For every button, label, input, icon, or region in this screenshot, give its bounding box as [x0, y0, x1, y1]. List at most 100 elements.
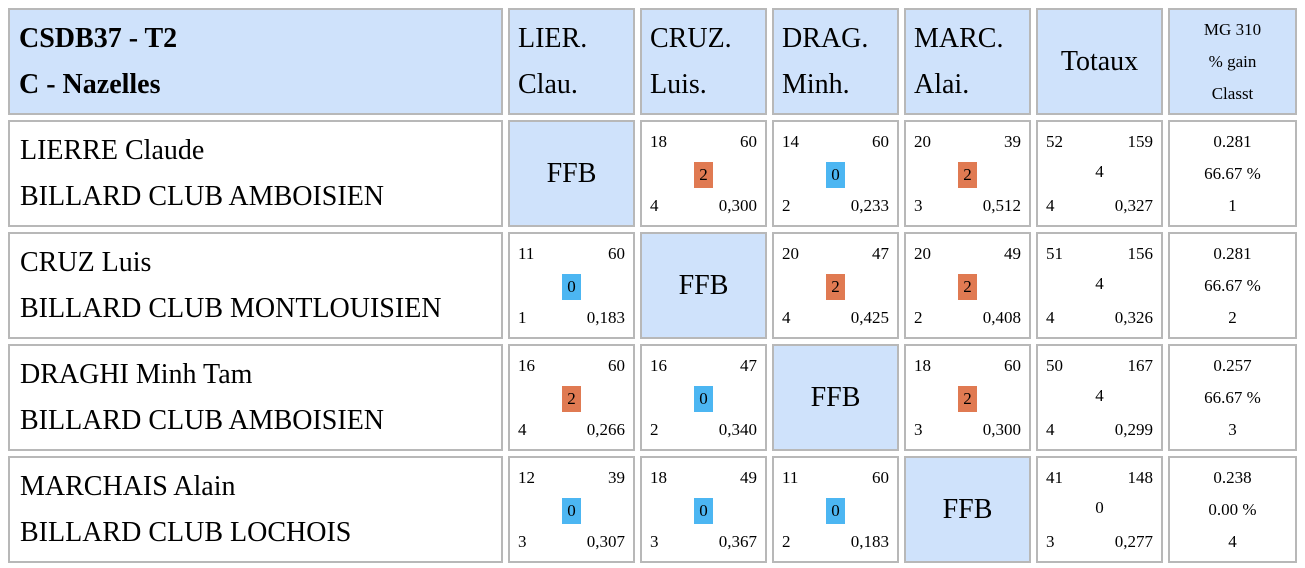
- innings: 11: [518, 244, 535, 263]
- points-scored: 60: [608, 356, 625, 375]
- player-name: CRUZ Luis: [20, 246, 152, 278]
- points-scored: 39: [1004, 132, 1021, 151]
- ffb-cell: FFB: [640, 232, 767, 339]
- col-header-drag: DRAG. Minh.: [772, 8, 899, 115]
- average: 0,340: [718, 420, 757, 439]
- high-run: 4: [518, 420, 527, 439]
- match-points-badge: 2: [694, 162, 713, 188]
- high-run: 2: [914, 308, 923, 327]
- average: 0,266: [586, 420, 625, 439]
- competition-venue: C - Nazelles: [19, 68, 161, 100]
- win-percentage: 66.67 %: [1204, 163, 1261, 183]
- match-result: 20 47 2 4 0,425: [774, 234, 897, 337]
- ranking: 2: [1228, 307, 1237, 327]
- totals-result: 51 156 4 4 0,326: [1038, 234, 1161, 337]
- col-header-line2: Clau.: [518, 68, 578, 100]
- total-innings: 50: [1046, 356, 1063, 375]
- innings: 20: [914, 244, 931, 263]
- mg-cell: 0.238 0.00 % 4: [1168, 456, 1297, 563]
- competition-title: CSDB37 - T2: [19, 22, 178, 54]
- player-cell: MARCHAIS Alain BILLARD CLUB LOCHOIS: [8, 456, 503, 563]
- high-run: 2: [782, 532, 791, 551]
- ranking: 1: [1228, 195, 1237, 215]
- general-average: 0.238: [1213, 467, 1252, 487]
- match-result: 14 60 0 2 0,233: [774, 122, 897, 225]
- high-run: 4: [650, 196, 659, 215]
- points-scored: 39: [608, 468, 625, 487]
- high-run: 3: [518, 532, 527, 551]
- match-cell: 20 49 2 2 0,408: [904, 232, 1031, 339]
- player-row: MARCHAIS Alain BILLARD CLUB LOCHOIS 12 39 0 3…: [8, 456, 1297, 563]
- total-match-points: 4: [1095, 274, 1104, 293]
- average: 0,183: [586, 308, 625, 327]
- total-points: 156: [1127, 244, 1154, 263]
- player-cell: LIERRE Claude BILLARD CLUB AMBOISIEN: [8, 120, 503, 227]
- match-points-badge: 2: [958, 386, 977, 412]
- match-cell: 18 60 2 3 0,300: [904, 344, 1031, 451]
- match-cell: 14 60 0 2 0,233: [772, 120, 899, 227]
- match-result: 18 60 2 4 0,300: [642, 122, 765, 225]
- match-cell: 16 60 2 4 0,266: [508, 344, 635, 451]
- match-points-badge: 0: [826, 498, 845, 524]
- player-row: LIERRE Claude BILLARD CLUB AMBOISIEN FFB 18…: [8, 120, 1297, 227]
- total-match-points: 4: [1095, 162, 1104, 181]
- player-club: BILLARD CLUB MONTLOUISIEN: [20, 292, 442, 324]
- col-header-lier: LIER. Clau.: [508, 8, 635, 115]
- player-name: LIERRE Claude: [20, 134, 205, 166]
- total-match-points: 4: [1095, 386, 1104, 405]
- innings: 20: [782, 244, 799, 263]
- mg-cell: 0.257 66.67 % 3: [1168, 344, 1297, 451]
- totals-cell: 52 159 4 4 0,327: [1036, 120, 1163, 227]
- points-scored: 60: [1004, 356, 1021, 375]
- total-match-points: 0: [1095, 498, 1104, 517]
- high-run: 3: [914, 420, 923, 439]
- average: 0,512: [982, 196, 1021, 215]
- high-run: 3: [914, 196, 923, 215]
- totals-result: 50 167 4 4 0,299: [1038, 346, 1161, 449]
- innings: 18: [914, 356, 931, 375]
- match-points-badge: 0: [694, 386, 713, 412]
- match-result: 16 60 2 4 0,266: [510, 346, 633, 449]
- match-points-badge: 0: [694, 498, 713, 524]
- ranking: 3: [1228, 419, 1237, 439]
- match-cell: 20 47 2 4 0,425: [772, 232, 899, 339]
- total-points: 167: [1127, 356, 1154, 375]
- total-innings: 52: [1046, 132, 1063, 151]
- match-points-badge: 0: [826, 162, 845, 188]
- total-high-run: 4: [1046, 308, 1055, 327]
- total-innings: 51: [1046, 244, 1063, 263]
- average: 0,183: [850, 532, 889, 551]
- col-header-line1: CRUZ.: [650, 22, 732, 54]
- mg-header-line3: Classt: [1211, 83, 1254, 103]
- col-header-line2: Minh.: [782, 68, 850, 100]
- points-scored: 60: [872, 468, 889, 487]
- player-row: DRAGHI Minh Tam BILLARD CLUB AMBOISIEN 16 6…: [8, 344, 1297, 451]
- player-name: DRAGHI Minh Tam: [20, 358, 253, 390]
- match-cell: 20 39 2 3 0,512: [904, 120, 1031, 227]
- col-header-cruz: CRUZ. Luis.: [640, 8, 767, 115]
- match-result: 11 60 0 1 0,183: [510, 234, 633, 337]
- header-row: CSDB37 - T2 C - Nazelles LIER. Clau. CRU…: [8, 8, 1297, 115]
- col-header-line2: Alai.: [914, 68, 970, 100]
- totals-cell: 50 167 4 4 0,299: [1036, 344, 1163, 451]
- ffb-cell: FFB: [508, 120, 635, 227]
- innings: 14: [782, 132, 799, 151]
- innings: 12: [518, 468, 535, 487]
- player-club: BILLARD CLUB AMBOISIEN: [20, 180, 385, 212]
- match-result: 20 39 2 3 0,512: [906, 122, 1029, 225]
- points-scored: 60: [872, 132, 889, 151]
- match-result: 11 60 0 2 0,183: [774, 458, 897, 561]
- win-percentage: 66.67 %: [1204, 275, 1261, 295]
- match-result: 20 49 2 2 0,408: [906, 234, 1029, 337]
- col-header-line1: DRAG.: [782, 22, 869, 54]
- high-run: 2: [650, 420, 659, 439]
- general-average: 0.257: [1213, 355, 1252, 375]
- high-run: 1: [518, 308, 527, 327]
- points-scored: 47: [872, 244, 889, 263]
- average: 0,300: [982, 420, 1021, 439]
- average: 0,367: [718, 532, 757, 551]
- total-points: 148: [1127, 468, 1154, 487]
- match-cell: 11 60 0 2 0,183: [772, 456, 899, 563]
- match-result: 18 49 0 3 0,367: [642, 458, 765, 561]
- match-points-badge: 2: [958, 274, 977, 300]
